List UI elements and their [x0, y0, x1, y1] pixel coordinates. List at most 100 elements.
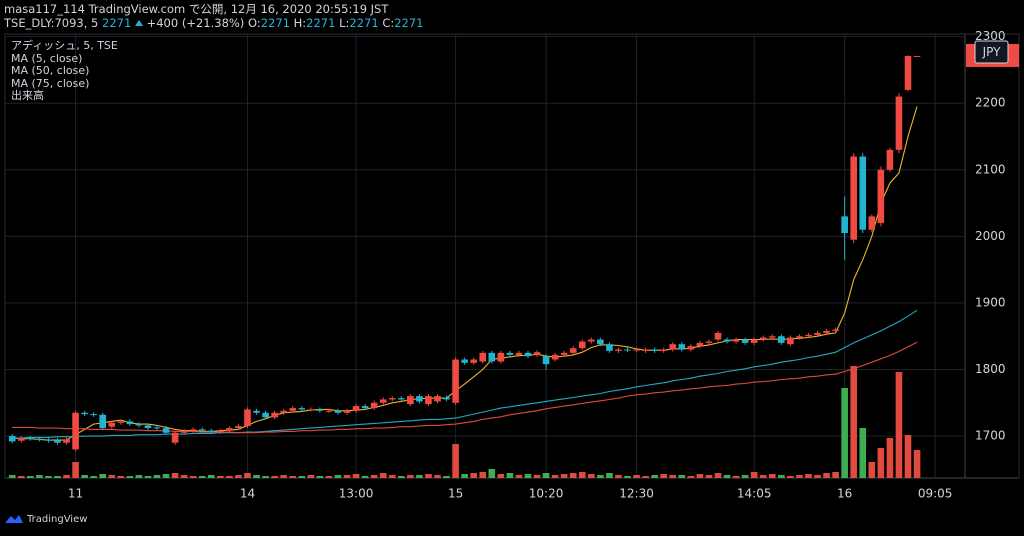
- volume-bar: [343, 475, 351, 478]
- candle-body: [642, 349, 649, 351]
- candle-body: [416, 396, 423, 402]
- volume-bar: [506, 473, 514, 478]
- candle-body: [398, 398, 405, 400]
- candle-body: [244, 409, 251, 427]
- volume-bar: [805, 474, 812, 478]
- candle-body: [741, 339, 749, 343]
- volume-bar: [99, 474, 107, 478]
- axes: 1700 1800 1900 2000 2100 2200 2300 11 14 13:00 15 1…: [68, 29, 1006, 500]
- legend-entry: 出来高: [11, 89, 44, 103]
- candle-body: [99, 414, 107, 429]
- candle-body: [45, 439, 52, 441]
- volume-bar: [162, 474, 170, 478]
- candle-body: [334, 410, 342, 413]
- volume-bar: [271, 476, 278, 478]
- candle-body: [271, 412, 278, 418]
- currency: JPY: [982, 45, 1002, 59]
- publish-info: masa117_114 TradingView.com で公開, 12月 16,…: [4, 2, 389, 16]
- ma-line: [12, 309, 918, 439]
- chart-frame: [4, 33, 1020, 479]
- candle-body: [262, 412, 269, 418]
- volume-bar: [189, 476, 197, 478]
- candle-body: [316, 409, 324, 411]
- volume-bar: [750, 472, 758, 478]
- volume-bar: [8, 475, 16, 478]
- volume-bar: [913, 450, 921, 478]
- candle-body: [542, 356, 550, 365]
- candle-body: [904, 55, 912, 90]
- candle-body: [434, 396, 441, 402]
- volume-bar: [17, 476, 25, 478]
- volume-bar: [36, 475, 43, 478]
- candle-body: [235, 426, 242, 429]
- candle-body: [72, 412, 79, 450]
- candle-body: [352, 406, 360, 411]
- brand[interactable]: TradingView: [27, 513, 88, 525]
- ma-line: [12, 341, 918, 434]
- volume-bar: [588, 474, 595, 478]
- candle-body: [63, 439, 70, 443]
- candle-body: [787, 337, 794, 345]
- candle-body: [588, 339, 595, 342]
- y-tick-label: 2000: [975, 229, 1006, 243]
- x-tick-label: 16: [837, 487, 852, 501]
- volume-bar: [515, 475, 523, 478]
- volume-bar: [597, 475, 604, 478]
- volume-bar: [551, 475, 559, 478]
- ohlc-value: 2271: [260, 16, 290, 30]
- candle-body: [253, 410, 260, 413]
- candle-body: [189, 429, 197, 431]
- candle-body: [425, 396, 432, 405]
- candle-body: [841, 216, 848, 234]
- candle-body: [452, 359, 459, 403]
- header: masa117_114 TradingView.com で公開, 12月 16,…: [4, 2, 424, 30]
- candle-body: [859, 156, 867, 230]
- volume-bar: [533, 475, 541, 478]
- volume-bar: [732, 476, 740, 478]
- volume-bar: [207, 475, 215, 478]
- candle-body: [805, 334, 812, 337]
- volume-bar: [877, 448, 885, 478]
- ohlc-label: O:: [247, 16, 261, 30]
- volume-bar: [126, 476, 134, 478]
- x-tick-label: 15: [448, 487, 463, 501]
- volume-bar: [144, 476, 152, 478]
- volume-bar: [841, 388, 848, 478]
- volume-bar: [443, 476, 450, 478]
- volume-bar: [217, 476, 224, 478]
- volume-bar: [117, 476, 125, 478]
- candle-body: [470, 359, 477, 363]
- volume-bar: [615, 475, 622, 478]
- legend: アディッシュ, 5, TSE MA (5, close) MA (50, clo…: [11, 39, 118, 103]
- candle-body: [54, 440, 61, 443]
- volume-bar: [289, 476, 297, 478]
- candle-body: [850, 156, 858, 240]
- candle-body: [750, 339, 758, 343]
- candle-body: [913, 55, 921, 57]
- symbol: TSE_DLY:7093, 5: [4, 16, 99, 30]
- x-tick-label: 12:30: [619, 487, 654, 501]
- volume-bar: [904, 435, 912, 478]
- volume-bar: [253, 475, 260, 478]
- volume-bar: [63, 475, 70, 478]
- candle-body: [551, 354, 559, 360]
- ma-line: [12, 106, 918, 441]
- candle-body: [597, 339, 604, 345]
- legend-title: アディッシュ, 5, TSE: [11, 39, 118, 52]
- candle-body: [714, 332, 722, 340]
- legend-entry: MA (5, close): [11, 51, 83, 65]
- ohlc-value: 2271: [306, 16, 336, 30]
- volume-bar: [678, 475, 686, 478]
- volume-bar: [669, 475, 677, 478]
- volume-bar: [470, 473, 477, 478]
- volume-bar: [687, 476, 695, 478]
- candle-body: [479, 352, 487, 362]
- candle-body: [226, 428, 233, 431]
- volume-bar: [90, 476, 97, 478]
- candle-body: [198, 429, 206, 431]
- volume-bar: [434, 475, 441, 478]
- volume-bar: [244, 473, 251, 478]
- volume-bar: [370, 475, 378, 478]
- y-tick-label: 2300: [975, 29, 1006, 43]
